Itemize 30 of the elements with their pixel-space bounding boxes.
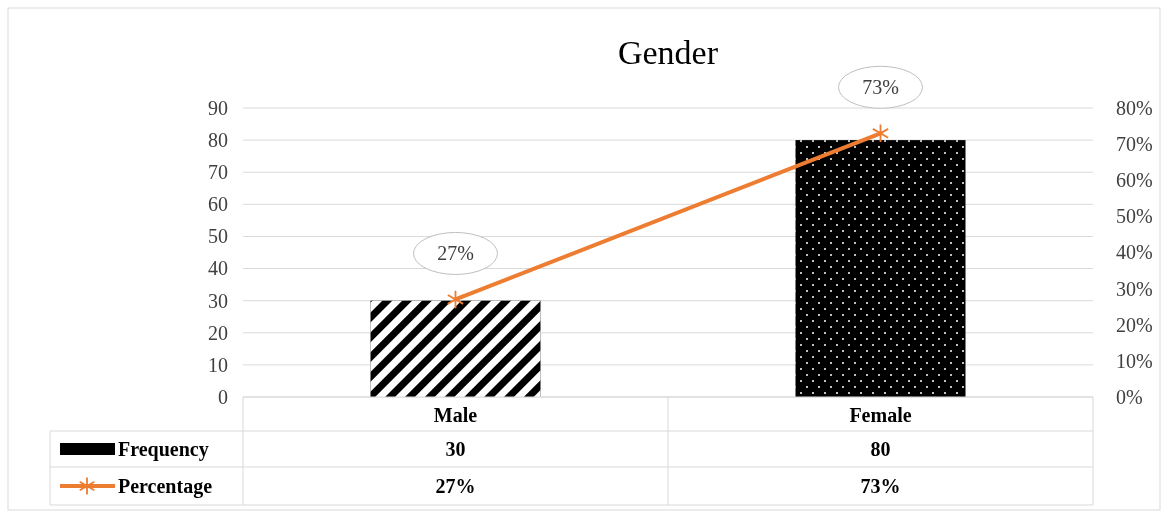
y-tick-label: 80 — [208, 129, 228, 152]
y-tick-label: 60 — [208, 193, 228, 216]
y2-tick-label: 40% — [1116, 241, 1153, 264]
y-tick-label: 30 — [208, 289, 228, 312]
y-tick-label: 90 — [208, 96, 228, 119]
y2-tick-label: 0% — [1116, 385, 1143, 408]
y-tick-label: 0 — [218, 385, 228, 408]
text: 27% — [437, 242, 474, 265]
y-tick-label: 70 — [208, 161, 228, 184]
x-tick-label: Male — [433, 404, 478, 426]
legend-label: Frequency — [118, 438, 209, 461]
data-label: 80 — [870, 438, 891, 460]
text: 73% — [862, 76, 899, 99]
y2-tick-label: 20% — [1116, 313, 1153, 336]
y2-tick-label: 70% — [1116, 133, 1153, 156]
y-tick-label: 40 — [208, 257, 228, 280]
data-label: 73% — [860, 475, 901, 497]
data-label: 27% — [435, 475, 476, 497]
y-tick-label: 50 — [208, 225, 228, 248]
legend-label: Percentage — [118, 475, 213, 498]
x-tick-label: Female — [849, 404, 912, 426]
chart-title: Gender — [617, 34, 719, 71]
y-tick-label: 20 — [208, 321, 228, 344]
data-label: 30 — [445, 438, 466, 460]
y2-tick-label: 30% — [1116, 277, 1153, 300]
y-tick-label: 10 — [208, 353, 228, 376]
y2-tick-label: 60% — [1116, 169, 1153, 192]
y2-tick-label: 80% — [1116, 96, 1153, 119]
y2-tick-label: 50% — [1116, 205, 1153, 228]
y2-tick-label: 10% — [1116, 349, 1153, 372]
